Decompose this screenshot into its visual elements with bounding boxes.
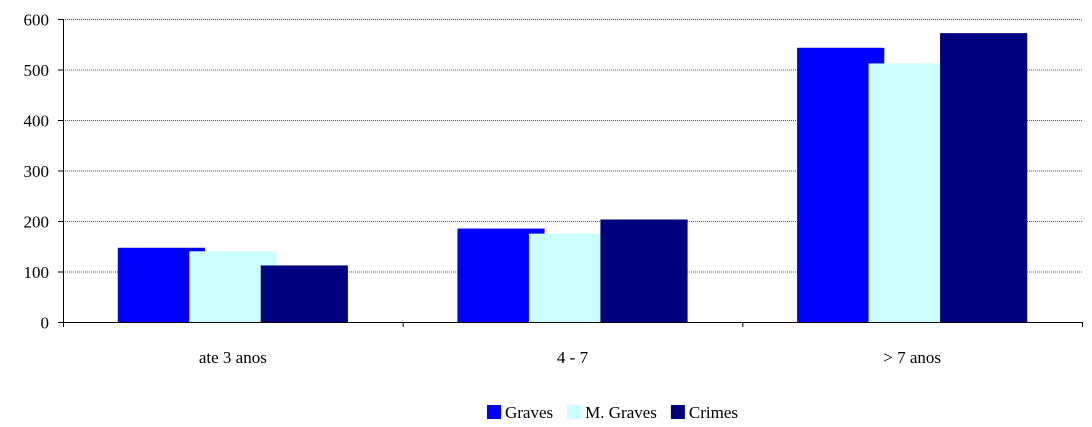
legend-swatch-m-graves xyxy=(567,405,582,419)
y-tick-label-200: 200 xyxy=(24,213,50,232)
bar-crimes-1 xyxy=(600,219,688,322)
legend-label-m-graves: M. Graves xyxy=(585,403,657,422)
bar-crimes-0 xyxy=(260,265,348,322)
legend-swatch-crimes xyxy=(670,405,685,419)
legend-label-graves: Graves xyxy=(505,403,553,422)
axes xyxy=(58,19,1083,327)
y-tick-label-400: 400 xyxy=(24,112,50,131)
legend-swatch-graves xyxy=(486,405,501,419)
y-tick-label-0: 0 xyxy=(41,314,50,333)
y-tick-labels: 0 100 200 300 400 500 600 xyxy=(24,11,50,333)
legend: Graves M. Graves Crimes xyxy=(486,403,738,422)
y-tick-label-500: 500 xyxy=(24,61,50,80)
x-tick-label-0: ate 3 anos xyxy=(199,348,267,367)
x-tick-label-2: > 7 anos xyxy=(883,348,941,367)
y-tick-label-100: 100 xyxy=(24,263,50,282)
x-tick-labels: ate 3 anos 4 - 7 > 7 anos xyxy=(199,348,941,367)
y-tick-label-300: 300 xyxy=(24,162,50,181)
y-tick-label-600: 600 xyxy=(24,11,50,30)
bar-crimes-2 xyxy=(940,33,1028,322)
legend-label-crimes: Crimes xyxy=(689,403,738,422)
bars xyxy=(117,33,1028,322)
x-tick-label-1: 4 - 7 xyxy=(557,348,589,367)
